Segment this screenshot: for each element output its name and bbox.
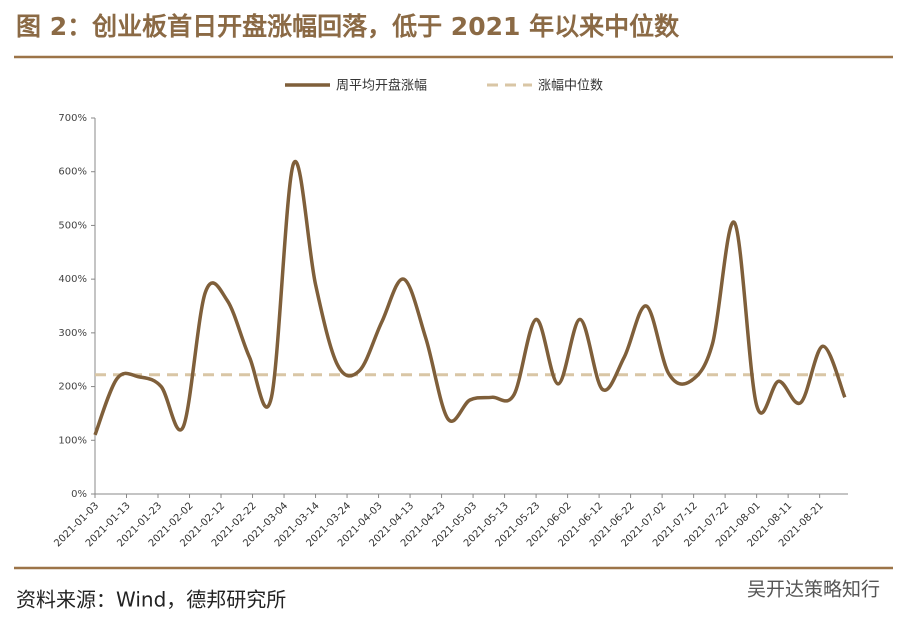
watermark: 吴开达策略知行 (747, 579, 880, 601)
y-tick-label: 400% (58, 274, 87, 285)
legend-label: 周平均开盘涨幅 (336, 78, 427, 94)
y-tick-label: 600% (58, 167, 87, 178)
y-tick-label: 200% (58, 382, 87, 393)
chart-title: 图 2：创业板首日开盘涨幅回落，低于 2021 年以来中位数 (16, 12, 680, 41)
y-tick-label: 0% (71, 489, 87, 500)
series-line (93, 159, 847, 436)
y-tick-label: 300% (58, 328, 87, 339)
y-tick-label: 100% (58, 435, 87, 446)
source-note: 资料来源：Wind，德邦研究所 (16, 588, 286, 612)
y-tick-label: 700% (58, 113, 87, 124)
y-tick-label: 500% (58, 220, 87, 231)
legend-label: 涨幅中位数 (538, 79, 603, 94)
